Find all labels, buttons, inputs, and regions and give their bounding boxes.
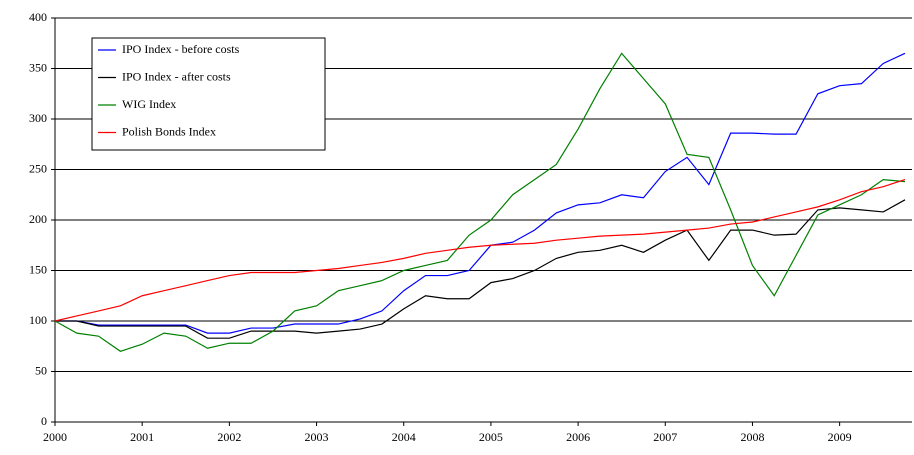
legend-label: Polish Bonds Index (122, 124, 216, 138)
series-line (55, 52, 906, 334)
y-tick-label: 350 (29, 60, 47, 74)
series-line (55, 199, 906, 339)
x-tick-label: 2006 (566, 430, 590, 444)
y-tick-label: 0 (41, 414, 47, 428)
y-tick-label: 400 (29, 10, 47, 24)
x-tick-label: 2005 (479, 430, 503, 444)
x-tick-label: 2000 (43, 430, 67, 444)
x-tick-label: 2004 (392, 430, 416, 444)
x-tick-label: 2007 (653, 430, 677, 444)
series-line (54, 179, 906, 322)
x-tick-label: 2001 (130, 430, 154, 444)
y-tick-label: 100 (29, 313, 47, 327)
legend-label: WIG Index (122, 97, 176, 111)
x-tick-label: 2002 (217, 430, 241, 444)
y-tick-label: 300 (29, 111, 47, 125)
legend-label: IPO Index - after costs (122, 69, 231, 83)
y-tick-label: 150 (29, 262, 47, 276)
series-line (54, 52, 906, 352)
legend-label: IPO Index - before costs (122, 42, 240, 56)
x-tick-label: 2008 (740, 430, 764, 444)
y-tick-label: 250 (29, 161, 47, 175)
legend-box (91, 37, 326, 151)
y-tick-label: 200 (29, 212, 47, 226)
x-tick-label: 2003 (305, 430, 329, 444)
x-tick-label: 2009 (828, 430, 852, 444)
y-tick-label: 50 (35, 363, 47, 377)
